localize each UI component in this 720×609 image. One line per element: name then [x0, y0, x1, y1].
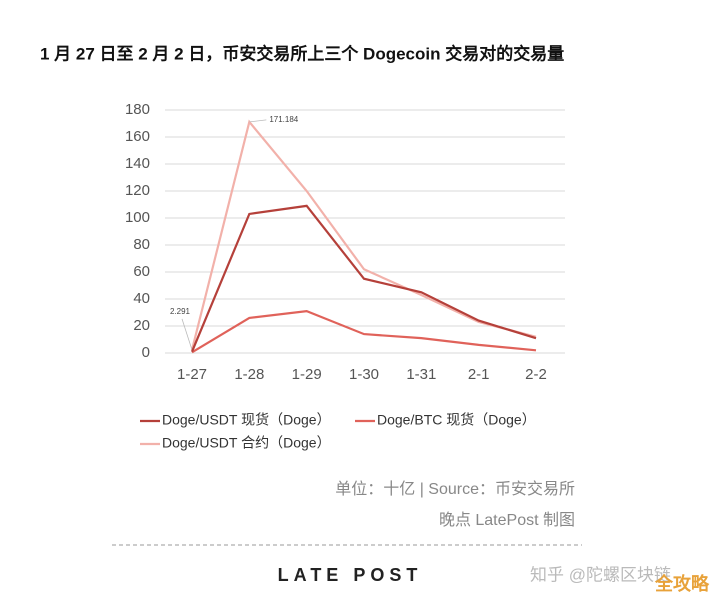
credit: 晚点 LatePost 制图: [439, 511, 575, 529]
y-tick-label: 180: [125, 101, 150, 118]
y-tick-label: 40: [133, 290, 150, 307]
source: 单位：十亿 | Source：币安交易所: [335, 480, 575, 498]
y-tick-label: 160: [125, 128, 150, 145]
legend-label: Doge/USDT 现货（Doge）: [162, 412, 331, 428]
y-tick-label: 20: [133, 317, 150, 334]
y-tick-label: 80: [133, 236, 150, 253]
y-tick-label: 60: [133, 263, 150, 280]
x-tick-label: 1-28: [234, 366, 264, 383]
series-line: [190, 119, 537, 351]
y-tick-label: 120: [125, 182, 150, 199]
data-label: 2.291: [170, 307, 191, 316]
legend-label: Doge/BTC 现货（Doge）: [377, 412, 536, 428]
x-tick-label: 1-27: [177, 366, 207, 383]
series-line: [190, 204, 537, 353]
label-leader: [181, 318, 193, 351]
x-tick-label: 2-1: [468, 366, 490, 383]
y-tick-label: 0: [142, 344, 150, 361]
x-tick-label: 1-29: [292, 366, 322, 383]
y-tick-label: 140: [125, 155, 150, 172]
label-leader: [249, 119, 267, 123]
data-label: 171.184: [269, 115, 298, 124]
x-tick-label: 1-31: [406, 366, 436, 383]
brand: LATE POST: [278, 565, 423, 585]
watermark: 知乎 @陀螺区块链: [530, 565, 671, 584]
legend-label: Doge/USDT 合约（Doge）: [162, 435, 331, 451]
x-tick-label: 1-30: [349, 366, 379, 383]
y-tick-label: 100: [125, 209, 150, 226]
watermark-badge: 全攻略: [654, 573, 710, 594]
chart-title: 1 月 27 日至 2 月 2 日，币安交易所上三个 Dogecoin 交易对的…: [40, 43, 564, 63]
x-tick-label: 2-2: [525, 366, 547, 383]
series-line: [191, 310, 537, 354]
